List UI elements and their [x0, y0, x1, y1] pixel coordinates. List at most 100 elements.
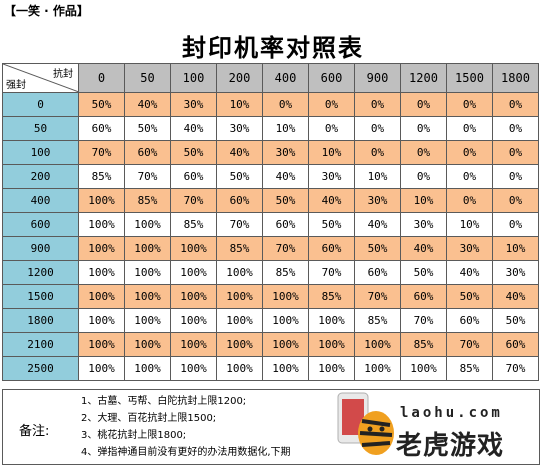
- table-cell: 50%: [400, 260, 447, 285]
- table-cell: 30%: [216, 116, 263, 141]
- table-cell: 60%: [354, 260, 401, 285]
- probability-table: 抗封 强封 0 50 100 200 400 600 900 1200 1500 1800 0 50…: [2, 63, 539, 381]
- table-cell: 100%: [124, 260, 171, 285]
- table-cell: 60%: [78, 116, 125, 141]
- table-cell: 0%: [400, 164, 447, 189]
- row-header: 1200: [2, 260, 79, 285]
- table-cell: 100%: [124, 236, 171, 261]
- table-cell: 0%: [492, 188, 539, 213]
- table-row: 400 100% 85% 70% 60% 50% 40% 30% 10% 0% 0%: [2, 188, 539, 213]
- table-cell: 0%: [492, 164, 539, 189]
- table-cell: 30%: [262, 140, 309, 165]
- note-item: 3、桃花抗封上限1800;: [81, 430, 187, 441]
- table-cell: 70%: [492, 356, 539, 381]
- notes-label: 备注:: [19, 424, 50, 439]
- table-cell: 60%: [446, 308, 493, 333]
- table-cell: 70%: [78, 140, 125, 165]
- row-header: 1500: [2, 284, 79, 309]
- table-row: 100 70% 60% 50% 40% 30% 10% 0% 0% 0% 0%: [2, 140, 539, 165]
- table-cell: 100%: [400, 356, 447, 381]
- table-cell: 0%: [308, 92, 355, 117]
- table-cell: 60%: [308, 236, 355, 261]
- table-cell: 50%: [308, 212, 355, 237]
- table-cell: 60%: [400, 284, 447, 309]
- table-cell: 30%: [492, 260, 539, 285]
- table-cell: 0%: [262, 92, 309, 117]
- notes-box: 备注: 1、古墓、丐帮、白陀抗封上限1200; 2、大理、百花抗封上限1500;…: [2, 389, 540, 465]
- table-cell: 30%: [446, 236, 493, 261]
- table-cell: 100%: [308, 332, 355, 357]
- table-cell: 85%: [262, 260, 309, 285]
- table-row: 900 100% 100% 100% 85% 70% 60% 50% 40% 30% 10%: [2, 236, 539, 261]
- table-cell: 10%: [446, 212, 493, 237]
- table-cell: 0%: [400, 140, 447, 165]
- table-cell: 70%: [354, 284, 401, 309]
- table-cell: 0%: [492, 92, 539, 117]
- table-cell: 30%: [354, 188, 401, 213]
- table-cell: 60%: [124, 140, 171, 165]
- table-cell: 100%: [78, 236, 125, 261]
- table-cell: 0%: [354, 140, 401, 165]
- author-credit: 【一笑 · 作品】: [4, 4, 89, 18]
- row-header: 0: [2, 92, 79, 117]
- table-cell: 0%: [446, 188, 493, 213]
- table-cell: 60%: [262, 212, 309, 237]
- table-cell: 100%: [170, 332, 217, 357]
- table-row: 200 85% 70% 60% 50% 40% 30% 10% 0% 0% 0%: [2, 164, 539, 189]
- table-cell: 60%: [216, 188, 263, 213]
- table-cell: 60%: [170, 164, 217, 189]
- table-cell: 0%: [400, 116, 447, 141]
- table-cell: 85%: [78, 164, 125, 189]
- diagonal-divider: [3, 64, 79, 92]
- table-cell: 100%: [354, 332, 401, 357]
- table-cell: 40%: [170, 116, 217, 141]
- table-cell: 100%: [170, 236, 217, 261]
- table-cell: 0%: [446, 164, 493, 189]
- table-cell: 0%: [308, 116, 355, 141]
- table-cell: 85%: [170, 212, 217, 237]
- table-cell: 50%: [446, 284, 493, 309]
- table-cell: 40%: [400, 236, 447, 261]
- table-row: 0 50% 40% 30% 10% 0% 0% 0% 0% 0% 0%: [2, 92, 539, 117]
- table-row: 50 60% 50% 40% 30% 10% 0% 0% 0% 0% 0%: [2, 116, 539, 141]
- table-cell: 100%: [78, 212, 125, 237]
- table-row: 1500 100% 100% 100% 100% 100% 85% 70% 60% 50% 40%: [2, 284, 539, 309]
- table-cell: 100%: [170, 356, 217, 381]
- row-header: 900: [2, 236, 79, 261]
- table-cell: 100%: [170, 284, 217, 309]
- table-cell: 100%: [78, 260, 125, 285]
- note-item: 4、弹指神通目前没有更好的办法用数据化,下期: [81, 447, 291, 458]
- table-row: 2100 100% 100% 100% 100% 100% 100% 100% 85% 70% 60…: [2, 332, 539, 357]
- table-cell: 100%: [170, 260, 217, 285]
- table-row: 1200 100% 100% 100% 100% 85% 70% 60% 50% 40% 30%: [2, 260, 539, 285]
- table-cell: 0%: [354, 92, 401, 117]
- table-cell: 0%: [446, 92, 493, 117]
- column-header: 200: [216, 63, 263, 93]
- table-cell: 10%: [308, 140, 355, 165]
- table-cell: 40%: [354, 212, 401, 237]
- column-header: 1200: [400, 63, 447, 93]
- table-cell: 0%: [354, 116, 401, 141]
- tiger-logo-icon: [337, 392, 394, 455]
- table-cell: 70%: [216, 212, 263, 237]
- table-cell: 40%: [262, 164, 309, 189]
- column-header: 0: [78, 63, 125, 93]
- table-cell: 50%: [170, 140, 217, 165]
- watermark-url: laohu.com: [400, 405, 503, 421]
- table-cell: 50%: [262, 188, 309, 213]
- column-header: 50: [124, 63, 171, 93]
- table-cell: 40%: [124, 92, 171, 117]
- table-cell: 70%: [124, 164, 171, 189]
- row-header: 2500: [2, 356, 79, 381]
- column-header: 1800: [492, 63, 539, 93]
- table-cell: 85%: [400, 332, 447, 357]
- table-cell: 100%: [308, 308, 355, 333]
- table-cell: 100%: [124, 284, 171, 309]
- table-cell: 60%: [492, 332, 539, 357]
- table-cell: 0%: [446, 116, 493, 141]
- corner-label-resist: 抗封: [53, 69, 73, 80]
- table-cell: 50%: [216, 164, 263, 189]
- table-cell: 85%: [308, 284, 355, 309]
- table-cell: 40%: [492, 284, 539, 309]
- table-cell: 100%: [216, 308, 263, 333]
